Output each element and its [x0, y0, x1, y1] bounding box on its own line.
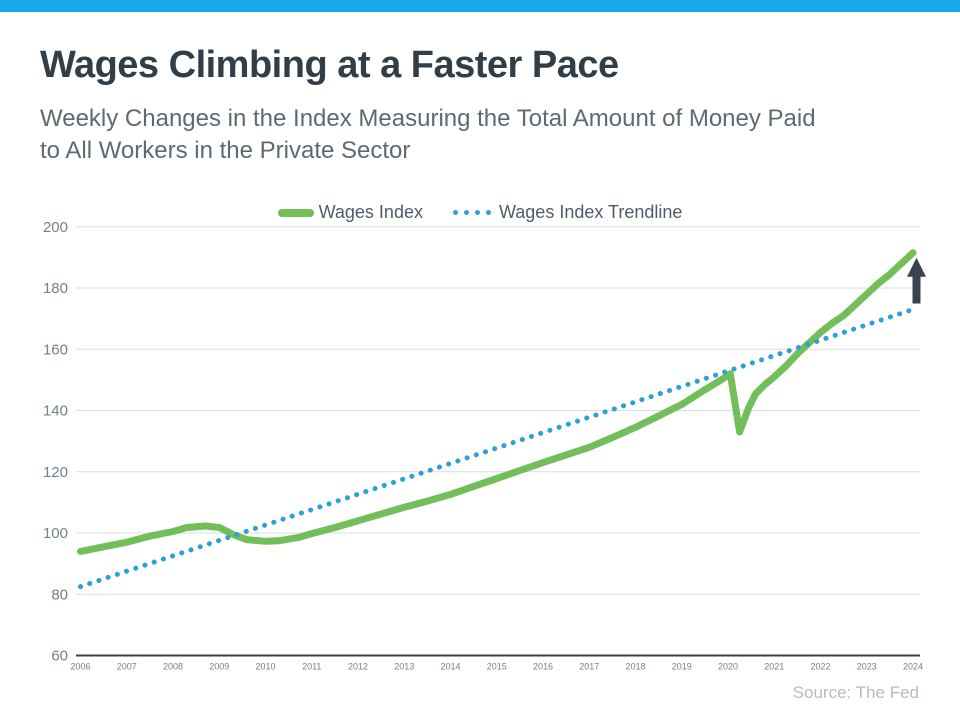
subtitle-line-1: Weekly Changes in the Index Measuring th… — [40, 105, 816, 132]
legend-label-trendline: Wages Index Trendline — [498, 202, 683, 222]
legend-label-wages-index: Wages Index — [318, 202, 423, 222]
wages-index-line — [77, 249, 917, 555]
x-axis-tick-label: 2006 — [70, 662, 90, 672]
y-axis-tick-label: 80 — [51, 586, 68, 603]
x-axis-tick-label: 2018 — [625, 662, 645, 672]
page-subtitle: Weekly Changes in the Index Measuring th… — [40, 103, 816, 167]
x-axis-tick-label: 2023 — [857, 662, 877, 672]
x-axis-tick-label: 2022 — [810, 662, 830, 672]
solid-line-marker-icon — [277, 208, 314, 217]
x-axis-tick-label: 2010 — [255, 662, 275, 672]
x-axis-tick-label: 2019 — [672, 662, 692, 672]
chart-legend: Wages Index Wages Index Trendline — [0, 202, 960, 223]
x-axis-tick-label: 2020 — [718, 662, 738, 672]
legend-item-wages-index: Wages Index — [277, 202, 423, 223]
y-axis-tick-label: 200 — [43, 219, 68, 236]
y-axis-tick-label: 100 — [43, 525, 68, 542]
dotted-line-marker-icon — [452, 210, 491, 215]
x-axis-tick-label: 2014 — [440, 662, 460, 672]
x-axis-tick-label: 2007 — [117, 662, 137, 672]
y-axis-tick-label: 160 — [43, 341, 68, 358]
y-axis-tick-label: 180 — [43, 280, 68, 297]
x-axis-tick-label: 2021 — [764, 662, 784, 672]
source-credit: Source: The Fed — [792, 683, 919, 702]
x-axis-tick-label: 2009 — [209, 662, 229, 672]
legend-item-trendline: Wages Index Trendline — [452, 202, 683, 223]
accent-bar — [0, 0, 960, 12]
x-axis-tick-label: 2024 — [903, 662, 923, 672]
x-axis-tick-label: 2011 — [302, 662, 321, 672]
x-axis-tick-label: 2012 — [348, 662, 368, 672]
x-axis-tick-label: 2013 — [394, 662, 414, 672]
page-title: Wages Climbing at a Faster Pace — [40, 44, 619, 86]
x-axis-tick-label: 2016 — [533, 662, 553, 672]
x-axis-tick-label: 2008 — [163, 662, 183, 672]
x-axis-tick-label: 2015 — [487, 662, 507, 672]
y-axis-tick-label: 140 — [43, 403, 68, 420]
y-axis-tick-label: 60 — [51, 648, 68, 665]
y-axis-tick-label: 120 — [43, 464, 68, 481]
subtitle-line-2: to All Workers in the Private Sector — [40, 137, 411, 164]
x-axis-tick-label: 2017 — [579, 662, 599, 672]
gap-up-arrow-icon — [907, 257, 926, 304]
trendline-dotted-line — [78, 306, 916, 590]
